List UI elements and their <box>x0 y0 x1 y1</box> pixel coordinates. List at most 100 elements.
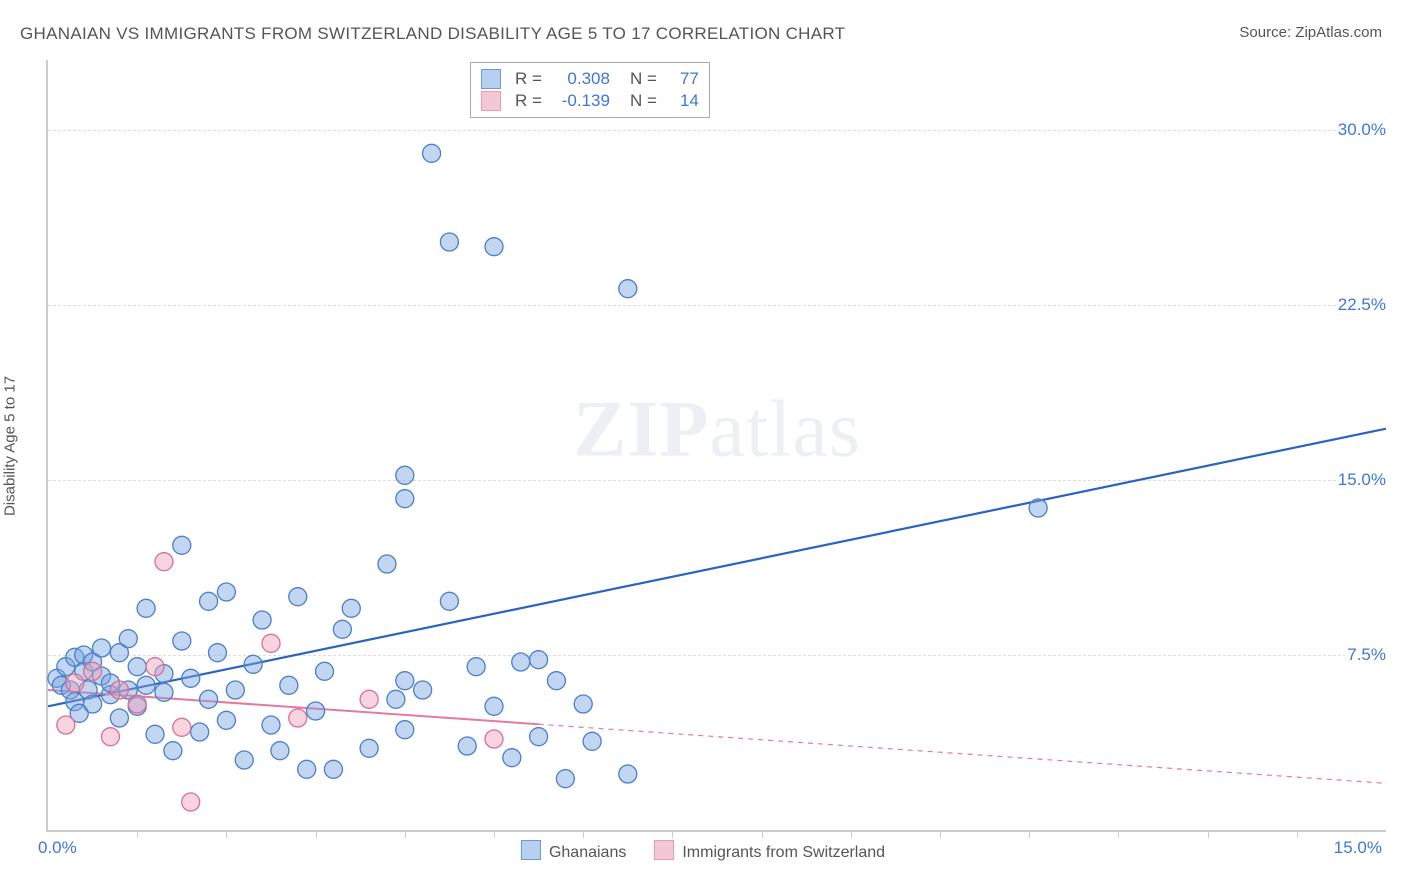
data-point <box>1029 499 1047 517</box>
data-point <box>262 716 280 734</box>
stats-legend: R = 0.308 N = 77 R = -0.139 N = 14 <box>470 62 710 118</box>
data-point <box>360 690 378 708</box>
bottom-swatch-0 <box>521 840 541 860</box>
data-point <box>458 737 476 755</box>
data-point <box>583 732 601 750</box>
data-point <box>360 739 378 757</box>
data-point <box>485 238 503 256</box>
data-point <box>93 639 111 657</box>
x-tick <box>851 830 852 838</box>
stats-r-value-0: 0.308 <box>552 69 610 89</box>
x-tick <box>137 830 138 838</box>
data-point <box>289 588 307 606</box>
x-tick <box>226 830 227 838</box>
x-tick <box>494 830 495 838</box>
bottom-label-1: Immigrants from Switzerland <box>682 844 885 861</box>
data-point <box>110 709 128 727</box>
data-point <box>119 630 137 648</box>
plot-area: ZIPatlas 7.5%15.0%22.5%30.0% <box>46 60 1386 832</box>
data-point <box>217 583 235 601</box>
stats-n-label-0: N = <box>630 69 657 89</box>
bottom-label-0: Ghanaians <box>549 844 626 861</box>
data-point <box>333 620 351 638</box>
data-point <box>271 742 289 760</box>
data-point <box>547 672 565 690</box>
data-point <box>253 611 271 629</box>
x-tick <box>940 830 941 838</box>
data-point <box>396 466 414 484</box>
data-point <box>137 599 155 617</box>
data-point <box>235 751 253 769</box>
data-point <box>217 711 235 729</box>
data-point <box>298 760 316 778</box>
data-point <box>128 658 146 676</box>
bottom-legend-item-1: Immigrants from Switzerland <box>654 840 885 862</box>
data-point <box>128 695 146 713</box>
data-point <box>84 695 102 713</box>
data-point <box>182 793 200 811</box>
data-point <box>200 690 218 708</box>
data-point <box>84 662 102 680</box>
x-tick <box>1029 830 1030 838</box>
stats-n-value-1: 14 <box>667 91 699 111</box>
data-point <box>146 725 164 743</box>
data-point <box>396 721 414 739</box>
data-point <box>155 553 173 571</box>
data-point <box>619 280 637 298</box>
data-point <box>387 690 405 708</box>
data-point <box>485 730 503 748</box>
chart-title: GHANAIAN VS IMMIGRANTS FROM SWITZERLAND … <box>20 24 845 44</box>
data-point <box>173 632 191 650</box>
data-point <box>307 702 325 720</box>
data-point <box>414 681 432 699</box>
plot-frame: ZIPatlas 7.5%15.0%22.5%30.0% <box>46 60 1386 832</box>
source: Source: ZipAtlas.com <box>1239 24 1382 41</box>
stats-r-label-0: R = <box>515 69 542 89</box>
chart-svg <box>48 60 1386 830</box>
data-point <box>512 653 530 671</box>
data-point <box>110 681 128 699</box>
x-tick <box>583 830 584 838</box>
bottom-swatch-1 <box>654 840 674 860</box>
source-label: Source: <box>1239 24 1295 41</box>
x-tick <box>672 830 673 838</box>
data-point <box>619 765 637 783</box>
data-point <box>342 599 360 617</box>
data-point <box>164 742 182 760</box>
data-point <box>146 658 164 676</box>
bottom-legend: Ghanaians Immigrants from Switzerland <box>521 840 885 862</box>
source-name: ZipAtlas.com <box>1295 24 1382 41</box>
stats-swatch-1 <box>481 91 501 111</box>
data-point <box>226 681 244 699</box>
data-point <box>530 728 548 746</box>
data-point <box>57 716 75 734</box>
bottom-legend-item-0: Ghanaians <box>521 840 626 862</box>
stats-swatch-0 <box>481 69 501 89</box>
data-point <box>208 644 226 662</box>
stats-row-0: R = 0.308 N = 77 <box>481 69 699 89</box>
data-point <box>137 676 155 694</box>
data-point <box>556 770 574 788</box>
data-point <box>262 634 280 652</box>
data-point <box>316 662 334 680</box>
data-point <box>467 658 485 676</box>
x-origin-label: 0.0% <box>38 838 77 858</box>
data-point <box>173 536 191 554</box>
y-tick-label: 7.5% <box>1345 645 1388 665</box>
data-point <box>101 728 119 746</box>
data-point <box>396 490 414 508</box>
data-point <box>440 233 458 251</box>
x-tick <box>1208 830 1209 838</box>
data-point <box>324 760 342 778</box>
data-point <box>530 651 548 669</box>
x-tick <box>762 830 763 838</box>
data-point <box>378 555 396 573</box>
y-tick-label: 15.0% <box>1336 470 1388 490</box>
data-point <box>155 683 173 701</box>
data-point <box>280 676 298 694</box>
data-point <box>440 592 458 610</box>
data-point <box>173 718 191 736</box>
y-tick-label: 22.5% <box>1336 295 1388 315</box>
stats-n-value-0: 77 <box>667 69 699 89</box>
data-point <box>289 709 307 727</box>
